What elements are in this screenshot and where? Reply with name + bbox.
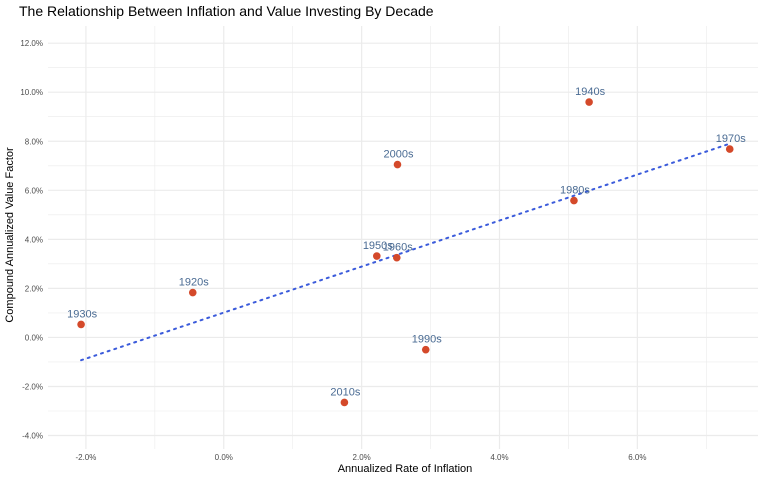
data-points xyxy=(77,98,734,407)
chart-title: The Relationship Between Inflation and V… xyxy=(19,3,434,19)
point-label-1940s: 1940s xyxy=(575,86,605,98)
x-tick-label: 6.0% xyxy=(628,453,646,462)
point-label-1930s: 1930s xyxy=(67,308,97,320)
y-tick-label: 6.0% xyxy=(25,186,43,195)
y-tick-label: 8.0% xyxy=(25,137,43,146)
data-point-1950s xyxy=(373,252,381,260)
y-tick-label: -2.0% xyxy=(22,382,43,391)
point-label-1950s: 1950s xyxy=(363,240,393,252)
point-label-2000s: 2000s xyxy=(383,149,413,161)
data-point-1920s xyxy=(188,288,197,297)
point-label-2010s: 2010s xyxy=(330,386,360,398)
data-point-2000s xyxy=(393,160,402,169)
point-label-1980s: 1980s xyxy=(560,185,590,197)
y-tick-label: 2.0% xyxy=(25,284,43,293)
data-point-1990s xyxy=(421,345,430,354)
data-point-1960s xyxy=(392,253,401,262)
x-axis-ticks: -2.0% 0.0% 2.0% 4.0% 6.0% xyxy=(75,453,646,462)
data-point-1980s xyxy=(570,196,578,205)
data-point-1940s xyxy=(585,98,593,106)
x-tick-label: -2.0% xyxy=(75,453,96,462)
point-label-1920s: 1920s xyxy=(179,277,209,289)
y-tick-label: -4.0% xyxy=(22,432,43,441)
x-axis-title: Annualized Rate of Inflation xyxy=(338,463,473,475)
y-tick-label: 10.0% xyxy=(20,88,43,97)
data-point-1930s xyxy=(77,320,85,329)
point-label-1960s: 1960s xyxy=(383,242,413,254)
data-point-1970s xyxy=(725,145,734,153)
y-tick-label: 0.0% xyxy=(25,333,43,342)
minor-grid xyxy=(48,26,758,449)
major-grid xyxy=(48,26,758,449)
point-label-1970s: 1970s xyxy=(716,133,746,145)
y-tick-label: 4.0% xyxy=(25,235,43,244)
x-tick-label: 0.0% xyxy=(215,453,233,462)
x-tick-label: 4.0% xyxy=(490,453,508,462)
trend-line xyxy=(80,142,731,362)
y-tick-label: 12.0% xyxy=(20,39,43,48)
y-axis-ticks: -4.0% -2.0% 0.0% 2.0% 4.0% 6.0% 8.0% 10.0% 12.0% xyxy=(20,39,43,440)
x-tick-label: 2.0% xyxy=(353,453,371,462)
point-label-1990s: 1990s xyxy=(412,334,442,346)
data-point-2010s xyxy=(340,398,349,407)
y-axis-title: Compound Annualized Value Factor xyxy=(4,147,16,323)
